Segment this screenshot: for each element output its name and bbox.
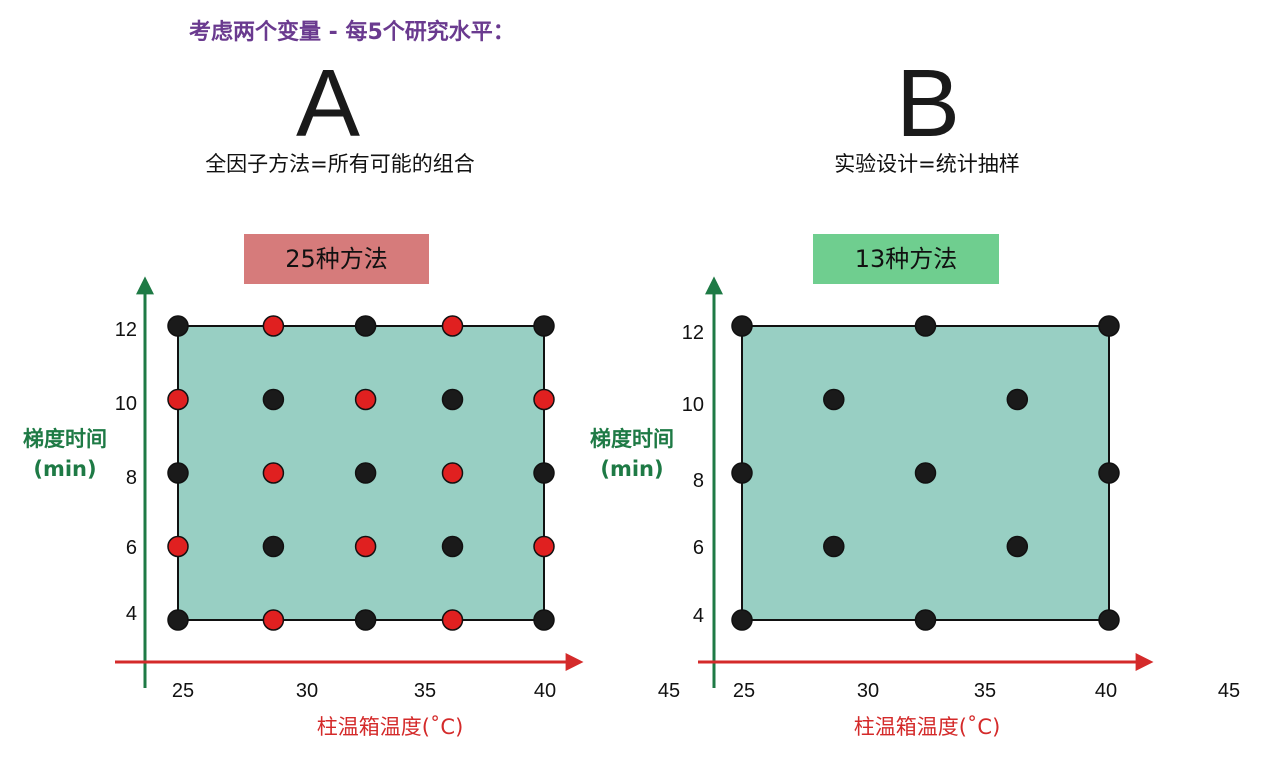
design-point	[533, 609, 555, 631]
panel-a-points	[167, 315, 555, 631]
panel-a-x-tick: 25	[172, 680, 194, 702]
design-point	[533, 462, 555, 484]
panel-b-badge: 13种方法	[813, 234, 999, 284]
design-point	[262, 609, 285, 631]
panel-b-x-tick: 30	[857, 680, 879, 702]
panel-b-x-tick: 35	[974, 680, 996, 702]
panel-a-y-tick: 4	[126, 603, 137, 625]
panel-b-x-label: 柱温箱温度(˚C)	[854, 715, 1001, 739]
design-point	[1098, 609, 1120, 631]
design-point	[823, 535, 845, 558]
design-point	[823, 388, 845, 411]
design-point	[731, 609, 753, 631]
panel-a-y-tick: 12	[115, 319, 137, 341]
design-point	[167, 609, 189, 631]
panel-b-x-tick: 40	[1095, 680, 1117, 702]
panel-b-y-tick: 12	[682, 322, 704, 344]
panel-b-letter: B	[895, 50, 961, 157]
design-point	[441, 462, 464, 484]
design-point	[441, 609, 464, 631]
design-point	[914, 609, 937, 631]
panel-b-y-label-line1: 梯度时间	[590, 427, 674, 451]
header-title: 考虑两个变量 - 每5个研究水平：	[189, 20, 515, 45]
design-point	[441, 535, 464, 558]
panel-b-y-tick: 8	[693, 470, 704, 492]
panel-b-y-tick: 4	[693, 605, 704, 627]
design-point	[731, 462, 753, 484]
panel-a-y-label-line2: (min)	[33, 457, 96, 481]
design-point	[354, 315, 377, 337]
design-point	[354, 388, 377, 411]
design-point	[1006, 388, 1029, 411]
design-point	[354, 462, 377, 484]
panel-a-x-tick: 30	[296, 680, 318, 702]
panel-a-x-tick: 40	[534, 680, 556, 702]
design-point	[262, 462, 285, 484]
design-point	[262, 535, 285, 558]
design-point	[262, 388, 285, 411]
design-point	[914, 315, 937, 337]
design-point	[441, 388, 464, 411]
design-point	[731, 315, 753, 337]
panel-a-y-label-line1: 梯度时间	[23, 427, 107, 451]
design-point	[1098, 462, 1120, 484]
design-point	[1006, 535, 1029, 558]
panel-a-subtitle: 全因子方法=所有可能的组合	[205, 152, 475, 176]
design-point	[1098, 315, 1120, 337]
panel-b-y-label-line2: (min)	[600, 457, 663, 481]
design-point	[441, 315, 464, 337]
design-point	[354, 535, 377, 558]
design-point	[262, 315, 285, 337]
design-point	[914, 462, 937, 484]
design-point	[167, 388, 189, 411]
panel-b-plot: 12 10 8 6 4 25 30 35 40 45 梯度时间 (min) 柱温…	[590, 276, 1240, 739]
panel-a-x-label: 柱温箱温度(˚C)	[317, 715, 464, 739]
panel-a-y-tick: 6	[126, 537, 137, 559]
design-point	[533, 535, 555, 558]
panel-a-y-tick: 8	[126, 467, 137, 489]
panel-b-y-tick: 10	[682, 394, 704, 416]
design-point	[533, 388, 555, 411]
design-point	[167, 315, 189, 337]
design-point	[354, 609, 377, 631]
panel-a-plot: 12 10 8 6 4 25 30 35 40 45 梯度时间 (min) 柱温…	[23, 276, 680, 739]
panel-a-x-tick: 35	[414, 680, 436, 702]
design-point	[167, 462, 189, 484]
design-point	[533, 315, 555, 337]
panel-b-points	[731, 315, 1120, 631]
panel-a-y-tick: 10	[115, 393, 137, 415]
panel-a-x-tick: 45	[658, 680, 680, 702]
panel-a-badge: 25种方法	[244, 234, 429, 284]
panel-b-subtitle: 实验设计=统计抽样	[834, 152, 1020, 176]
panel-b-x-tick: 45	[1218, 680, 1240, 702]
panel-b-y-tick: 6	[693, 537, 704, 559]
design-point	[167, 535, 189, 558]
panel-a-letter: A	[295, 50, 361, 157]
panel-b-x-tick: 25	[733, 680, 755, 702]
